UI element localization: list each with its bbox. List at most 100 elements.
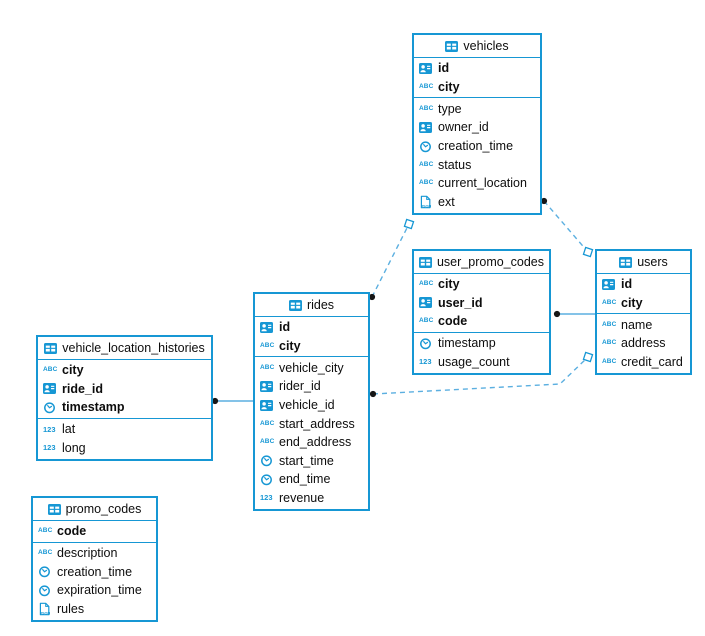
clock-icon — [260, 454, 275, 467]
field-name: expiration_time — [57, 583, 142, 598]
table-header-user_promo_codes[interactable]: user_promo_codes — [414, 251, 549, 274]
abc-string-icon: ABC — [419, 82, 434, 90]
field-city[interactable]: ABC city — [38, 361, 211, 380]
field-id[interactable]: id — [255, 318, 368, 337]
field-city[interactable]: ABC city — [597, 294, 690, 313]
field-long[interactable]: 123 long — [38, 439, 211, 458]
field-name: vehicle_id — [279, 397, 335, 412]
field-name: status — [438, 157, 472, 172]
fields-section: timestamp 123 usage_count — [414, 331, 549, 373]
field-ride_id[interactable]: ride_id — [38, 380, 211, 399]
field-code[interactable]: ABC code — [33, 522, 156, 541]
table-icon — [47, 503, 61, 515]
abc-string-icon: ABC — [260, 438, 275, 446]
table-header-rides[interactable]: rides — [255, 294, 368, 317]
table-vehicles[interactable]: vehicles id ABC city ABC type owner_id creation… — [412, 33, 542, 215]
uuid-id-badge-icon — [419, 122, 434, 134]
field-ext[interactable]: JSON ext — [414, 193, 540, 212]
primary-key-section: ABC code — [33, 521, 156, 542]
field-current_location[interactable]: ABC current_location — [414, 174, 540, 193]
numeric-123-icon: 123 — [43, 443, 56, 453]
field-usage_count[interactable]: 123 usage_count — [414, 353, 549, 372]
field-type[interactable]: ABC type — [414, 100, 540, 119]
table-vehicle_location_histories[interactable]: vehicle_location_histories ABC city ride_id… — [36, 335, 213, 461]
field-city[interactable]: ABC city — [255, 337, 368, 356]
field-creation_time[interactable]: creation_time — [33, 563, 156, 582]
table-title: vehicle_location_histories — [62, 341, 205, 355]
table-icon — [619, 256, 633, 268]
field-name: lat — [62, 422, 76, 437]
field-name: address — [621, 336, 666, 351]
uuid-id-badge-icon — [260, 399, 275, 411]
table-header-vehicle_location_histories[interactable]: vehicle_location_histories — [38, 337, 211, 360]
field-vehicle_id[interactable]: vehicle_id — [255, 396, 368, 415]
field-city[interactable]: ABC city — [414, 78, 540, 97]
json-document-icon: JSON — [419, 195, 434, 209]
field-credit_card[interactable]: ABC credit_card — [597, 353, 690, 372]
field-name: creation_time — [438, 138, 514, 153]
field-start_address[interactable]: ABC start_address — [255, 414, 368, 433]
field-end_time[interactable]: end_time — [255, 470, 368, 489]
table-user_promo_codes[interactable]: user_promo_codes ABC city user_id ABC code tim… — [412, 249, 551, 375]
edge-square-endpoint — [403, 218, 415, 230]
field-creation_time[interactable]: creation_time — [414, 137, 540, 156]
field-status[interactable]: ABC status — [414, 155, 540, 174]
field-end_address[interactable]: ABC end_address — [255, 433, 368, 452]
field-owner_id[interactable]: owner_id — [414, 118, 540, 137]
field-name: usage_count — [438, 354, 510, 369]
table-title: user_promo_codes — [436, 255, 544, 269]
field-vehicle_city[interactable]: ABC vehicle_city — [255, 359, 368, 378]
abc-string-icon: ABC — [38, 527, 53, 535]
field-name[interactable]: ABC name — [597, 316, 690, 335]
field-user_id[interactable]: user_id — [414, 294, 549, 313]
field-name: id — [279, 320, 291, 335]
table-title: vehicles — [463, 39, 509, 53]
abc-string-icon: ABC — [260, 363, 275, 371]
field-name: city — [62, 363, 84, 378]
uuid-id-badge-icon — [602, 278, 617, 290]
abc-string-icon: ABC — [419, 179, 434, 187]
abc-string-icon: ABC — [419, 317, 434, 325]
table-header-users[interactable]: users — [597, 251, 690, 274]
table-title: users — [637, 255, 668, 269]
clock-icon — [43, 401, 58, 414]
field-name: rider_id — [279, 379, 321, 394]
field-start_time[interactable]: start_time — [255, 452, 368, 471]
table-header-promo_codes[interactable]: promo_codes — [33, 498, 156, 521]
table-title: promo_codes — [65, 502, 142, 516]
field-name: ext — [438, 194, 455, 209]
field-id[interactable]: id — [597, 275, 690, 294]
field-address[interactable]: ABC address — [597, 334, 690, 353]
field-lat[interactable]: 123 lat — [38, 420, 211, 439]
table-icon — [44, 342, 58, 354]
table-rides[interactable]: rides id ABC city ABC vehicle_city rider_id veh… — [253, 292, 370, 511]
field-name: creation_time — [57, 564, 133, 579]
field-description[interactable]: ABC description — [33, 544, 156, 563]
field-expiration_time[interactable]: expiration_time — [33, 581, 156, 600]
field-id[interactable]: id — [414, 59, 540, 78]
field-name: timestamp — [62, 400, 125, 415]
svg-text:JSON: JSON — [40, 612, 51, 616]
field-code[interactable]: ABC code — [414, 312, 549, 331]
field-revenue[interactable]: 123 revenue — [255, 489, 368, 508]
relationship-rides-vehicles — [371, 223, 410, 298]
table-users[interactable]: users id ABC city ABC name ABC address ABC credit… — [595, 249, 692, 375]
field-rules[interactable]: JSON rules — [33, 600, 156, 619]
field-name: code — [57, 524, 87, 539]
field-name: type — [438, 101, 462, 116]
field-name: description — [57, 546, 118, 561]
field-name: city — [279, 338, 301, 353]
abc-string-icon: ABC — [419, 104, 434, 112]
json-document-icon: JSON — [38, 602, 53, 616]
field-timestamp[interactable]: timestamp — [414, 334, 549, 353]
field-city[interactable]: ABC city — [414, 275, 549, 294]
field-timestamp[interactable]: timestamp — [38, 398, 211, 417]
abc-string-icon: ABC — [602, 339, 617, 347]
fields-section: ABC vehicle_city rider_id vehicle_id ABC star… — [255, 356, 368, 509]
table-header-vehicles[interactable]: vehicles — [414, 35, 540, 58]
field-rider_id[interactable]: rider_id — [255, 377, 368, 396]
field-name: name — [621, 317, 653, 332]
table-promo_codes[interactable]: promo_codes ABC code ABC description creation… — [31, 496, 158, 622]
abc-string-icon: ABC — [260, 419, 275, 427]
